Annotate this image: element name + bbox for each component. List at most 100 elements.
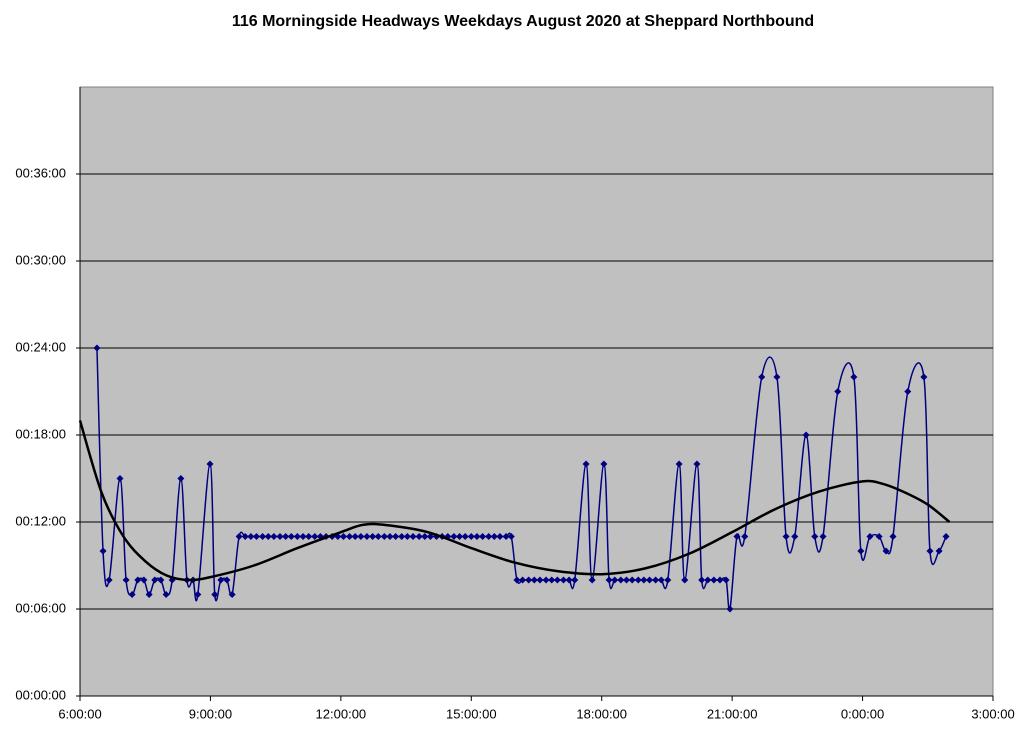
marker xyxy=(611,576,619,584)
marker xyxy=(646,576,654,584)
marker xyxy=(513,576,521,584)
marker xyxy=(339,533,347,540)
marker xyxy=(157,576,165,584)
marker xyxy=(628,576,636,584)
marker xyxy=(935,547,943,555)
marker xyxy=(217,576,225,584)
y-tick-label: 00:12:00 xyxy=(15,513,66,528)
chart-title: 116 Morningside Headways Weekdays August… xyxy=(232,13,814,30)
marker xyxy=(105,576,113,584)
marker xyxy=(530,576,538,584)
marker xyxy=(525,576,533,584)
marker xyxy=(675,460,683,468)
marker xyxy=(926,547,934,555)
marker xyxy=(875,533,883,540)
marker xyxy=(664,576,672,584)
marker xyxy=(134,576,142,584)
marker xyxy=(507,533,515,540)
y-tick-label: 00:06:00 xyxy=(15,600,66,615)
marker xyxy=(140,576,148,584)
x-tick-label: 9:00:00 xyxy=(189,706,232,721)
marker xyxy=(502,533,510,540)
marker xyxy=(247,533,255,540)
marker xyxy=(904,388,912,395)
y-tick-label: 00:24:00 xyxy=(15,339,66,354)
marker xyxy=(116,475,124,482)
marker xyxy=(542,576,550,584)
marker xyxy=(467,533,475,540)
marker xyxy=(605,576,613,584)
marker xyxy=(461,533,469,540)
marker xyxy=(850,373,858,381)
marker xyxy=(259,533,267,540)
marker xyxy=(600,460,608,468)
marker xyxy=(253,533,261,540)
marker xyxy=(145,591,153,598)
marker xyxy=(363,533,371,540)
marker xyxy=(811,533,819,540)
marker xyxy=(741,533,749,540)
x-tick-label: 3:00:00 xyxy=(971,706,1014,721)
marker xyxy=(782,533,790,540)
marker xyxy=(398,533,406,540)
marker xyxy=(571,576,579,584)
marker xyxy=(450,533,458,540)
y-tick-label: 00:00:00 xyxy=(15,687,66,702)
series-line xyxy=(78,420,951,582)
marker xyxy=(162,591,170,598)
x-tick-label: 6:00:00 xyxy=(58,706,101,721)
marker xyxy=(392,533,400,540)
marker xyxy=(403,533,411,540)
marker xyxy=(426,533,434,540)
marker xyxy=(722,576,730,584)
marker xyxy=(553,576,561,584)
marker xyxy=(456,533,464,540)
marker xyxy=(311,533,319,540)
marker xyxy=(241,533,249,540)
marker xyxy=(791,533,799,540)
marker xyxy=(582,460,590,468)
marker xyxy=(282,533,290,540)
marker xyxy=(657,576,665,584)
plot-area xyxy=(79,86,994,697)
marker xyxy=(276,533,284,540)
x-tick-label: 15:00:00 xyxy=(446,706,497,721)
marker xyxy=(211,591,219,598)
marker xyxy=(386,533,394,540)
marker xyxy=(704,576,712,584)
marker xyxy=(866,533,874,540)
marker xyxy=(559,576,567,584)
x-tick-label: 18:00:00 xyxy=(576,706,627,721)
x-tick-label: 21:00:00 xyxy=(707,706,758,721)
marker xyxy=(710,576,718,584)
marker xyxy=(485,533,493,540)
marker xyxy=(479,533,487,540)
marker xyxy=(346,533,354,540)
marker xyxy=(942,533,950,540)
marker xyxy=(264,533,272,540)
marker xyxy=(640,576,648,584)
marker xyxy=(634,576,642,584)
marker xyxy=(773,373,781,381)
marker xyxy=(758,373,766,381)
marker xyxy=(698,576,706,584)
marker xyxy=(305,533,313,540)
marker xyxy=(99,547,107,555)
marker xyxy=(548,576,556,584)
marker xyxy=(681,576,689,584)
marker xyxy=(726,605,734,613)
marker xyxy=(857,547,865,555)
marker xyxy=(473,533,481,540)
marker xyxy=(351,533,359,540)
marker xyxy=(206,460,214,468)
marker xyxy=(287,533,295,540)
marker xyxy=(652,576,660,584)
marker xyxy=(889,533,897,540)
x-tick-label: 12:00:00 xyxy=(316,706,367,721)
marker xyxy=(374,533,382,540)
marker xyxy=(380,533,388,540)
marker xyxy=(151,576,159,584)
marker xyxy=(293,533,301,540)
marker xyxy=(882,547,890,555)
marker xyxy=(588,576,596,584)
